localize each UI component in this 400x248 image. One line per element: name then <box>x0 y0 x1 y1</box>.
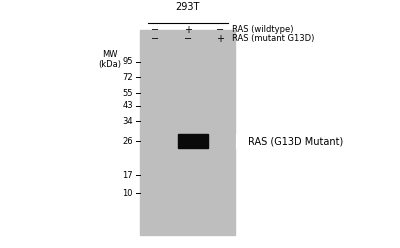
Text: 72: 72 <box>122 72 133 82</box>
Text: RAS (G13D Mutant): RAS (G13D Mutant) <box>248 136 343 146</box>
Text: MW
(kDa): MW (kDa) <box>98 50 122 69</box>
Bar <box>178 134 208 148</box>
Text: −: − <box>151 25 159 35</box>
Bar <box>236 134 246 148</box>
Text: −: − <box>184 34 192 44</box>
Text: +: + <box>216 34 224 44</box>
Text: −: − <box>216 25 224 35</box>
Text: 43: 43 <box>122 101 133 111</box>
Text: 26: 26 <box>122 136 133 146</box>
Text: 10: 10 <box>122 188 133 197</box>
Text: 34: 34 <box>122 117 133 125</box>
Text: +: + <box>184 25 192 35</box>
Text: RAS (mutant G13D): RAS (mutant G13D) <box>232 34 314 43</box>
Text: 17: 17 <box>122 171 133 180</box>
Text: RAS (wildtype): RAS (wildtype) <box>232 26 294 34</box>
Text: 293T: 293T <box>175 2 199 12</box>
Bar <box>140 30 235 235</box>
Text: −: − <box>151 34 159 44</box>
Text: 55: 55 <box>122 89 133 97</box>
Text: 95: 95 <box>122 58 133 66</box>
